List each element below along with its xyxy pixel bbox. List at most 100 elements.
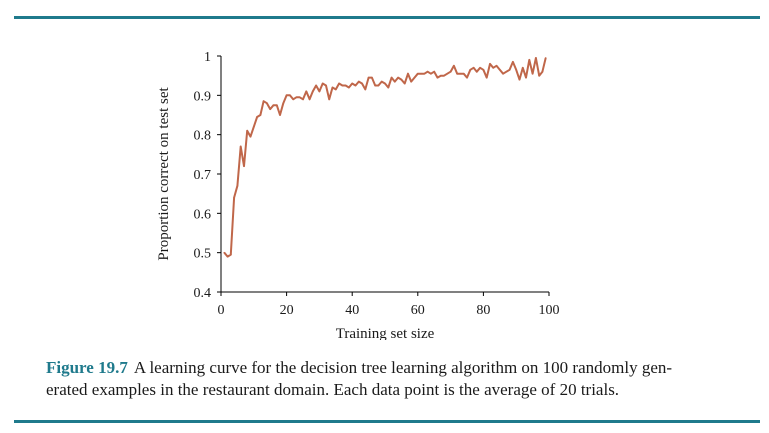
x-tick-label: 100 <box>539 303 560 318</box>
y-tick-label: 0.5 <box>194 247 212 262</box>
y-tick-label: 0.8 <box>194 129 212 144</box>
data-point <box>489 63 491 65</box>
data-point <box>272 104 275 106</box>
data-point <box>325 84 327 87</box>
data-point <box>482 68 485 71</box>
data-point <box>374 84 376 87</box>
y-axis-label: Proportion correct on test set <box>156 87 172 261</box>
data-point <box>538 74 540 77</box>
data-point <box>312 90 314 93</box>
data-point <box>249 135 252 138</box>
data-point <box>256 116 258 118</box>
data-point <box>338 82 340 85</box>
data-point <box>413 76 416 79</box>
data-point <box>387 86 390 89</box>
data-point <box>236 185 239 187</box>
data-point <box>443 74 445 77</box>
caption-line-1: A learning curve for the decision tree l… <box>133 358 673 377</box>
data-point <box>357 80 360 83</box>
data-point <box>289 94 291 97</box>
data-point <box>282 102 285 104</box>
data-point <box>266 102 268 104</box>
data-point <box>262 100 265 103</box>
data-point <box>544 57 547 59</box>
data-point <box>521 67 524 69</box>
data-point <box>315 84 317 87</box>
data-point <box>302 98 304 101</box>
data-point <box>446 72 449 75</box>
data-point <box>292 98 294 101</box>
data-point <box>335 88 337 91</box>
data-point <box>417 72 419 75</box>
data-point <box>305 90 308 93</box>
data-point <box>371 76 373 79</box>
data-point <box>462 72 465 75</box>
data-point <box>259 114 262 116</box>
data-point <box>456 72 458 75</box>
data-point <box>508 68 511 71</box>
data-point <box>397 76 399 79</box>
data-point <box>449 70 452 73</box>
x-tick-label: 40 <box>345 303 359 318</box>
data-point <box>439 74 442 77</box>
x-tick-label: 20 <box>280 303 294 318</box>
data-point <box>348 86 350 89</box>
data-point <box>233 196 235 199</box>
data-point <box>246 129 249 132</box>
data-point <box>466 76 468 79</box>
figure-label: Figure 19.7 <box>46 358 128 377</box>
y-tick-label: 0.9 <box>194 89 212 104</box>
data-point <box>308 98 311 101</box>
data-point <box>423 72 426 75</box>
data-point <box>525 76 527 79</box>
data-point <box>377 84 380 87</box>
data-point <box>223 251 226 254</box>
data-point <box>505 70 508 73</box>
data-point <box>321 82 324 85</box>
data-point <box>354 84 357 87</box>
figure-caption: Figure 19.7 A learning curve for the deci… <box>46 357 726 401</box>
data-point <box>476 70 478 73</box>
data-point <box>344 84 347 87</box>
x-tick-label: 80 <box>476 303 490 318</box>
data-point <box>502 72 504 75</box>
data-point <box>361 82 363 85</box>
data-point <box>459 72 462 75</box>
data-point <box>298 96 301 99</box>
series-line <box>223 57 547 258</box>
x-axis-label: Training set size <box>336 326 435 340</box>
data-point <box>226 255 229 258</box>
data-point <box>426 70 429 73</box>
series-layer <box>223 57 547 258</box>
data-point <box>279 114 281 116</box>
data-point <box>269 108 272 110</box>
data-point <box>430 72 432 75</box>
top-rule <box>14 16 760 19</box>
data-point <box>367 76 370 79</box>
y-tick-label: 0.6 <box>194 207 212 222</box>
data-point <box>495 65 498 67</box>
data-point <box>341 84 344 87</box>
data-point <box>295 96 298 99</box>
data-point <box>318 90 321 93</box>
data-point <box>531 72 534 75</box>
data-point <box>243 165 245 167</box>
data-point <box>380 80 383 83</box>
data-point <box>499 68 501 71</box>
data-point <box>331 86 334 89</box>
data-point <box>384 82 386 85</box>
x-tick-label: 0 <box>218 303 225 318</box>
data-point <box>420 72 422 75</box>
data-point <box>410 80 413 83</box>
data-point <box>239 145 242 148</box>
data-point <box>390 76 393 79</box>
data-point <box>230 253 232 256</box>
y-tick-label: 0.4 <box>194 286 212 301</box>
data-point <box>275 104 278 106</box>
data-point <box>541 70 544 73</box>
data-point <box>518 78 521 81</box>
data-point <box>535 57 537 59</box>
data-point <box>492 67 495 69</box>
data-point <box>515 68 517 71</box>
y-tick-label: 1 <box>204 50 211 65</box>
